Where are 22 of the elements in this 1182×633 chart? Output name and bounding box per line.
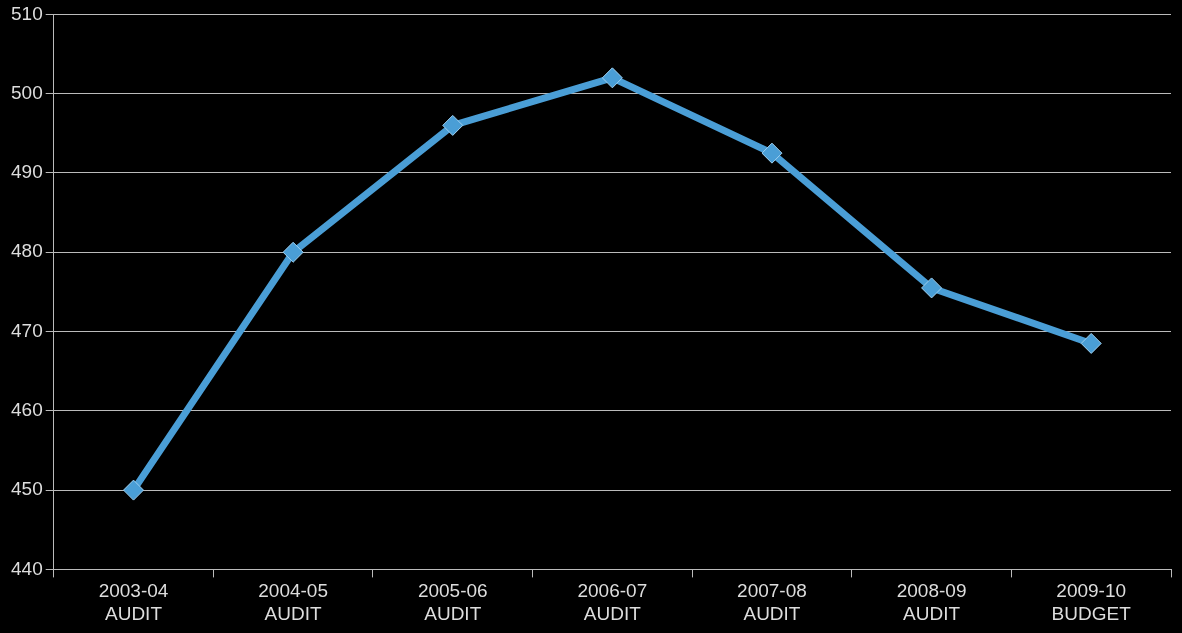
y-tick-label: 440	[11, 557, 43, 579]
y-tick-label: 450	[11, 478, 43, 500]
y-tick-label: 480	[11, 240, 43, 262]
point	[282, 241, 304, 263]
x-tick-label: 2004-05 AUDIT	[258, 580, 328, 624]
y-tick-label: 510	[11, 2, 43, 24]
y-tick-label: 490	[11, 161, 43, 183]
y-tick-label: 460	[11, 399, 43, 421]
point	[123, 479, 145, 501]
point	[761, 142, 783, 164]
x-tick-label: 2008-09 AUDIT	[896, 580, 967, 624]
y-tick-label: 500	[11, 81, 43, 103]
x-tick-label: 2003-04 AUDIT	[98, 580, 169, 624]
y-tick-label: 470	[11, 319, 43, 341]
point	[921, 277, 943, 299]
point	[1080, 332, 1102, 354]
x-tick-label: 2007-08 AUDIT	[737, 580, 807, 624]
x-tick-label: 2006-07 AUDIT	[577, 580, 648, 624]
point	[442, 114, 464, 136]
x-tick-label: 2009-10 BUDGET	[1051, 580, 1132, 624]
x-tick-label: 2005-06 AUDIT	[417, 580, 488, 624]
point	[601, 67, 623, 89]
